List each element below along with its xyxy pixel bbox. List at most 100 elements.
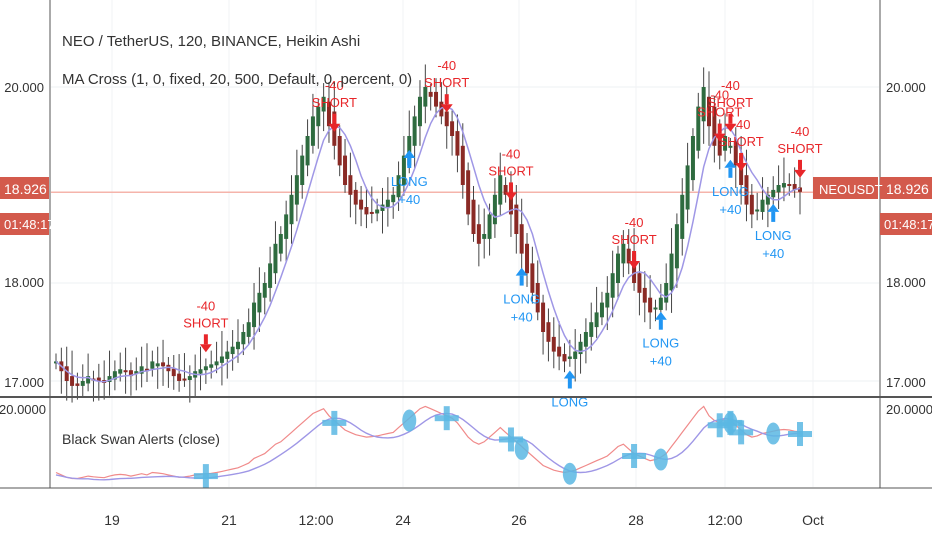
- long-signal: [515, 267, 528, 286]
- candle-body: [546, 322, 551, 342]
- candle-body: [455, 131, 460, 156]
- candle-body: [262, 283, 267, 298]
- sub-blue-line: [55, 412, 801, 481]
- tick-label-right-20: 20.000: [886, 80, 926, 95]
- grid-lines: [51, 0, 879, 487]
- long-arrow-shaft: [658, 319, 663, 330]
- cross-marker-h: [193, 473, 218, 480]
- countdown-tag-right: 01:48:17: [880, 213, 932, 235]
- short-signal-amount: -40: [437, 58, 456, 73]
- candle-body: [792, 184, 797, 190]
- candle-body: [412, 116, 417, 146]
- tick-label-left-20: 20.000: [4, 80, 44, 95]
- long-arrow-head: [724, 159, 737, 168]
- candle-body: [696, 106, 701, 151]
- cross-marker: [322, 410, 347, 435]
- long-arrow-head: [654, 311, 667, 320]
- candle-body: [787, 184, 792, 187]
- candle-body: [257, 292, 262, 313]
- short-signal-label: SHORT: [312, 95, 357, 110]
- candle-body: [396, 175, 401, 198]
- oval-marker: [723, 411, 738, 434]
- candle-body: [519, 224, 524, 254]
- candle-body: [616, 253, 621, 283]
- candle-body: [776, 185, 781, 193]
- candle-body: [321, 96, 326, 112]
- candle-body: [305, 136, 310, 166]
- candle-body: [535, 283, 540, 313]
- long-signal-label: LONG: [755, 228, 792, 243]
- oval-marker: [402, 409, 417, 432]
- candle-body: [450, 121, 455, 136]
- candle-body: [139, 366, 144, 374]
- long-arrow-head: [563, 370, 576, 379]
- long-signal-amount: +40: [762, 246, 784, 261]
- oval-marker: [514, 437, 529, 460]
- candle-body: [289, 194, 294, 225]
- short-signal-amount: -40: [732, 117, 751, 132]
- svg-text:18.926: 18.926: [4, 181, 47, 197]
- oval-marker: [653, 448, 668, 471]
- short-signal: [724, 113, 737, 132]
- candle-body: [128, 370, 133, 377]
- candle-body: [284, 214, 289, 239]
- candle-body: [798, 187, 802, 192]
- candle-body: [723, 136, 728, 151]
- candle-body: [712, 106, 717, 146]
- long-signal: [563, 370, 576, 389]
- candle-body: [300, 155, 305, 185]
- short-arrow-head: [724, 123, 737, 132]
- cross-marker: [498, 427, 523, 452]
- cross-marker-h: [322, 419, 347, 426]
- time-axis[interactable]: 19 21 12:00 24 26 28 12:00 Oct: [104, 512, 824, 528]
- candle-body: [728, 145, 733, 148]
- candle-body: [369, 211, 374, 214]
- short-signal-amount: -40: [502, 146, 521, 161]
- candle-body: [760, 199, 765, 212]
- time-label: Oct: [802, 512, 824, 528]
- candle-body: [562, 354, 567, 362]
- short-arrow-head: [735, 163, 748, 171]
- long-signal-label: LONG: [503, 292, 540, 307]
- cross-marker-h: [788, 431, 812, 438]
- short-arrow-head: [713, 133, 726, 142]
- candle-body: [86, 376, 91, 384]
- black-swan-pane[interactable]: [55, 405, 812, 489]
- candle-body: [589, 322, 594, 337]
- candle-body: [487, 214, 492, 239]
- candle-body: [685, 165, 690, 210]
- symbol-tag[interactable]: NEOUSDT: [813, 177, 883, 199]
- time-label: 19: [104, 512, 120, 528]
- short-arrow-head: [794, 169, 806, 178]
- tick-label-right-18: 18.000: [886, 275, 926, 290]
- candle-body: [171, 368, 176, 377]
- candle-body: [749, 194, 754, 215]
- candle-body: [187, 376, 192, 381]
- candle-body: [230, 346, 235, 355]
- cross-marker-h: [434, 415, 459, 422]
- candle-body: [482, 234, 487, 239]
- candle-body: [621, 243, 626, 264]
- short-signal-label: SHORT: [424, 75, 469, 90]
- candle-body: [241, 332, 246, 345]
- candle-body: [343, 155, 348, 185]
- candle-body: [610, 273, 615, 298]
- tick-label-left-18: 18.000: [4, 275, 44, 290]
- candle-body: [80, 381, 85, 386]
- short-arrow-shaft: [739, 153, 744, 163]
- candle-body: [337, 136, 342, 166]
- candle-body: [771, 189, 776, 198]
- candle-body: [460, 145, 465, 185]
- short-arrow-shaft: [798, 159, 802, 170]
- long-signal-label: LONG: [712, 184, 749, 199]
- short-signal: [794, 159, 806, 178]
- cross-marker: [434, 406, 459, 431]
- candle-body: [177, 373, 182, 381]
- long-arrow-shaft: [728, 167, 733, 178]
- short-arrow-shaft: [728, 113, 733, 124]
- candle-body: [605, 292, 610, 308]
- short-signal-label: SHORT: [777, 141, 822, 156]
- candle-body: [434, 91, 439, 107]
- candle-body: [96, 377, 101, 381]
